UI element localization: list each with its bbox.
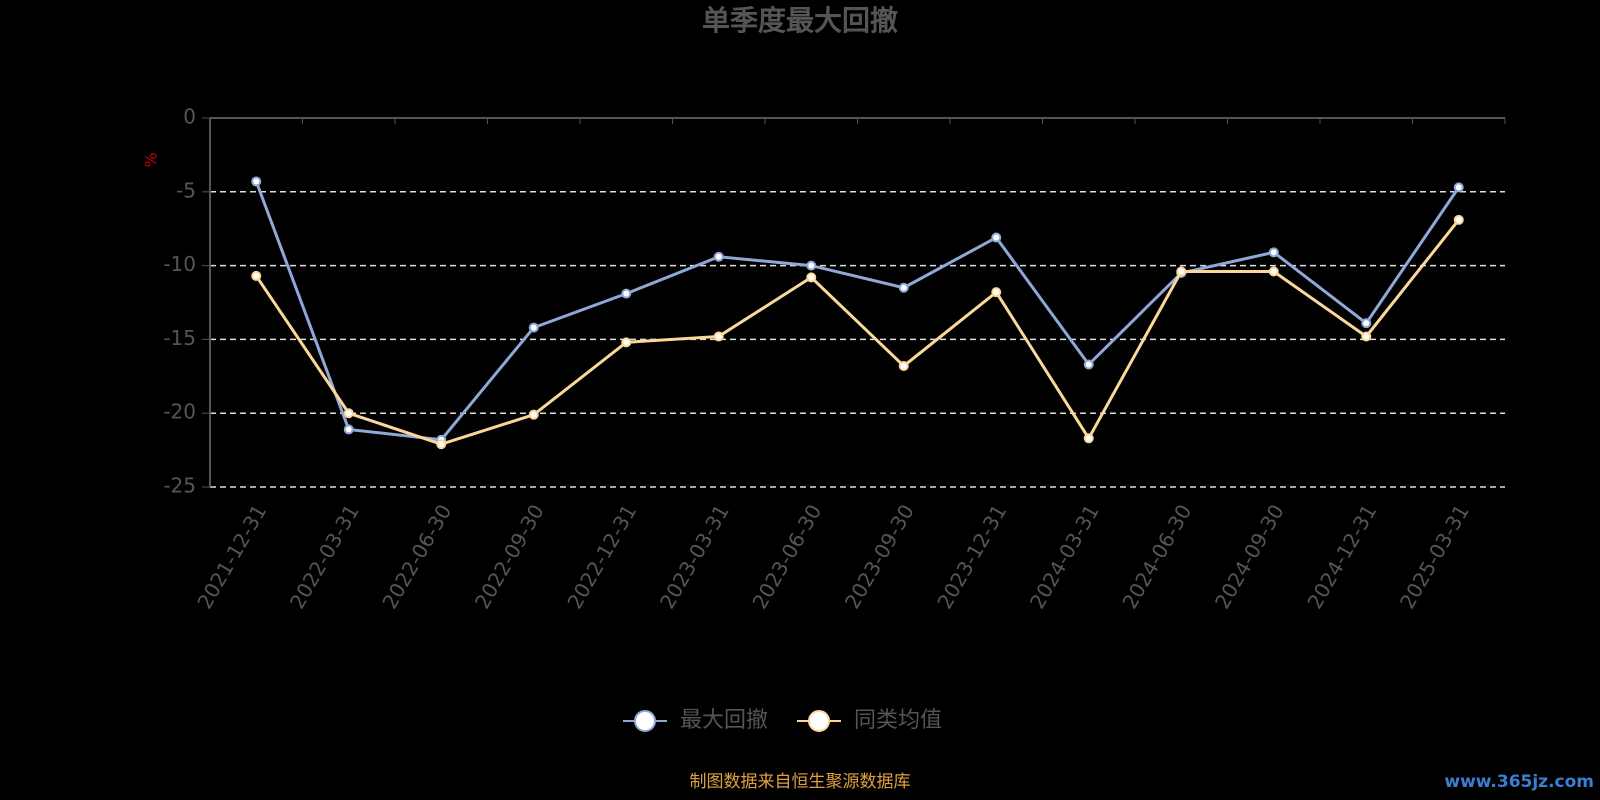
legend-marker	[634, 710, 656, 732]
point	[528, 409, 539, 420]
x-tick-label: 2023-09-30	[840, 500, 919, 613]
x-tick-label: 2025-03-31	[1395, 500, 1474, 613]
y-tick-label: -25	[163, 474, 196, 498]
x-tick-label: 2022-06-30	[377, 500, 456, 613]
x-tick-label: 2023-12-31	[932, 500, 1011, 613]
point	[621, 288, 632, 299]
point	[991, 287, 1002, 298]
x-tick-label: 2022-12-31	[562, 500, 641, 613]
point	[251, 270, 262, 281]
y-unit: %	[142, 152, 161, 167]
point	[713, 331, 724, 342]
x-tick-label: 2022-03-31	[285, 500, 364, 613]
point	[713, 251, 724, 262]
x-tick-label: 2023-06-30	[747, 500, 826, 613]
legend-marker	[808, 710, 830, 732]
point	[1176, 266, 1187, 277]
y-tick-label: -15	[163, 326, 196, 350]
point	[1361, 318, 1372, 329]
y-tick-label: -20	[163, 400, 196, 424]
point	[436, 439, 447, 450]
x-tick-label: 2024-06-30	[1117, 500, 1196, 613]
x-tick-label: 2023-03-31	[655, 500, 734, 613]
y-tick-label: 0	[183, 105, 196, 129]
point	[1083, 359, 1094, 370]
point	[1268, 266, 1279, 277]
point	[621, 337, 632, 348]
point	[343, 424, 354, 435]
x-tick-label: 2021-12-31	[192, 500, 271, 613]
point	[1268, 247, 1279, 258]
chart-title: 单季度最大回撤	[702, 4, 898, 37]
x-tick-label: 2024-09-30	[1210, 500, 1289, 613]
point	[806, 272, 817, 283]
x-tick-label: 2024-12-31	[1302, 500, 1381, 613]
point	[251, 176, 262, 187]
point	[528, 322, 539, 333]
point	[898, 282, 909, 293]
series-line	[255, 218, 1460, 446]
x-tick-label: 2024-03-31	[1025, 500, 1104, 613]
point	[1453, 182, 1464, 193]
source-note: 制图数据来自恒生聚源数据库	[690, 772, 911, 792]
point	[343, 408, 354, 419]
legend-label: 最大回撤	[680, 708, 768, 733]
point	[1083, 433, 1094, 444]
watermark: www.365jz.com	[1444, 772, 1594, 792]
legend-label: 同类均值	[854, 708, 942, 733]
y-tick-label: -5	[176, 178, 196, 202]
point	[1361, 331, 1372, 342]
point	[806, 260, 817, 271]
y-tick-label: -10	[163, 252, 196, 276]
point	[1453, 214, 1464, 225]
point	[898, 360, 909, 371]
series-line	[254, 180, 1460, 442]
point	[991, 232, 1002, 243]
x-tick-label: 2022-09-30	[470, 500, 549, 613]
